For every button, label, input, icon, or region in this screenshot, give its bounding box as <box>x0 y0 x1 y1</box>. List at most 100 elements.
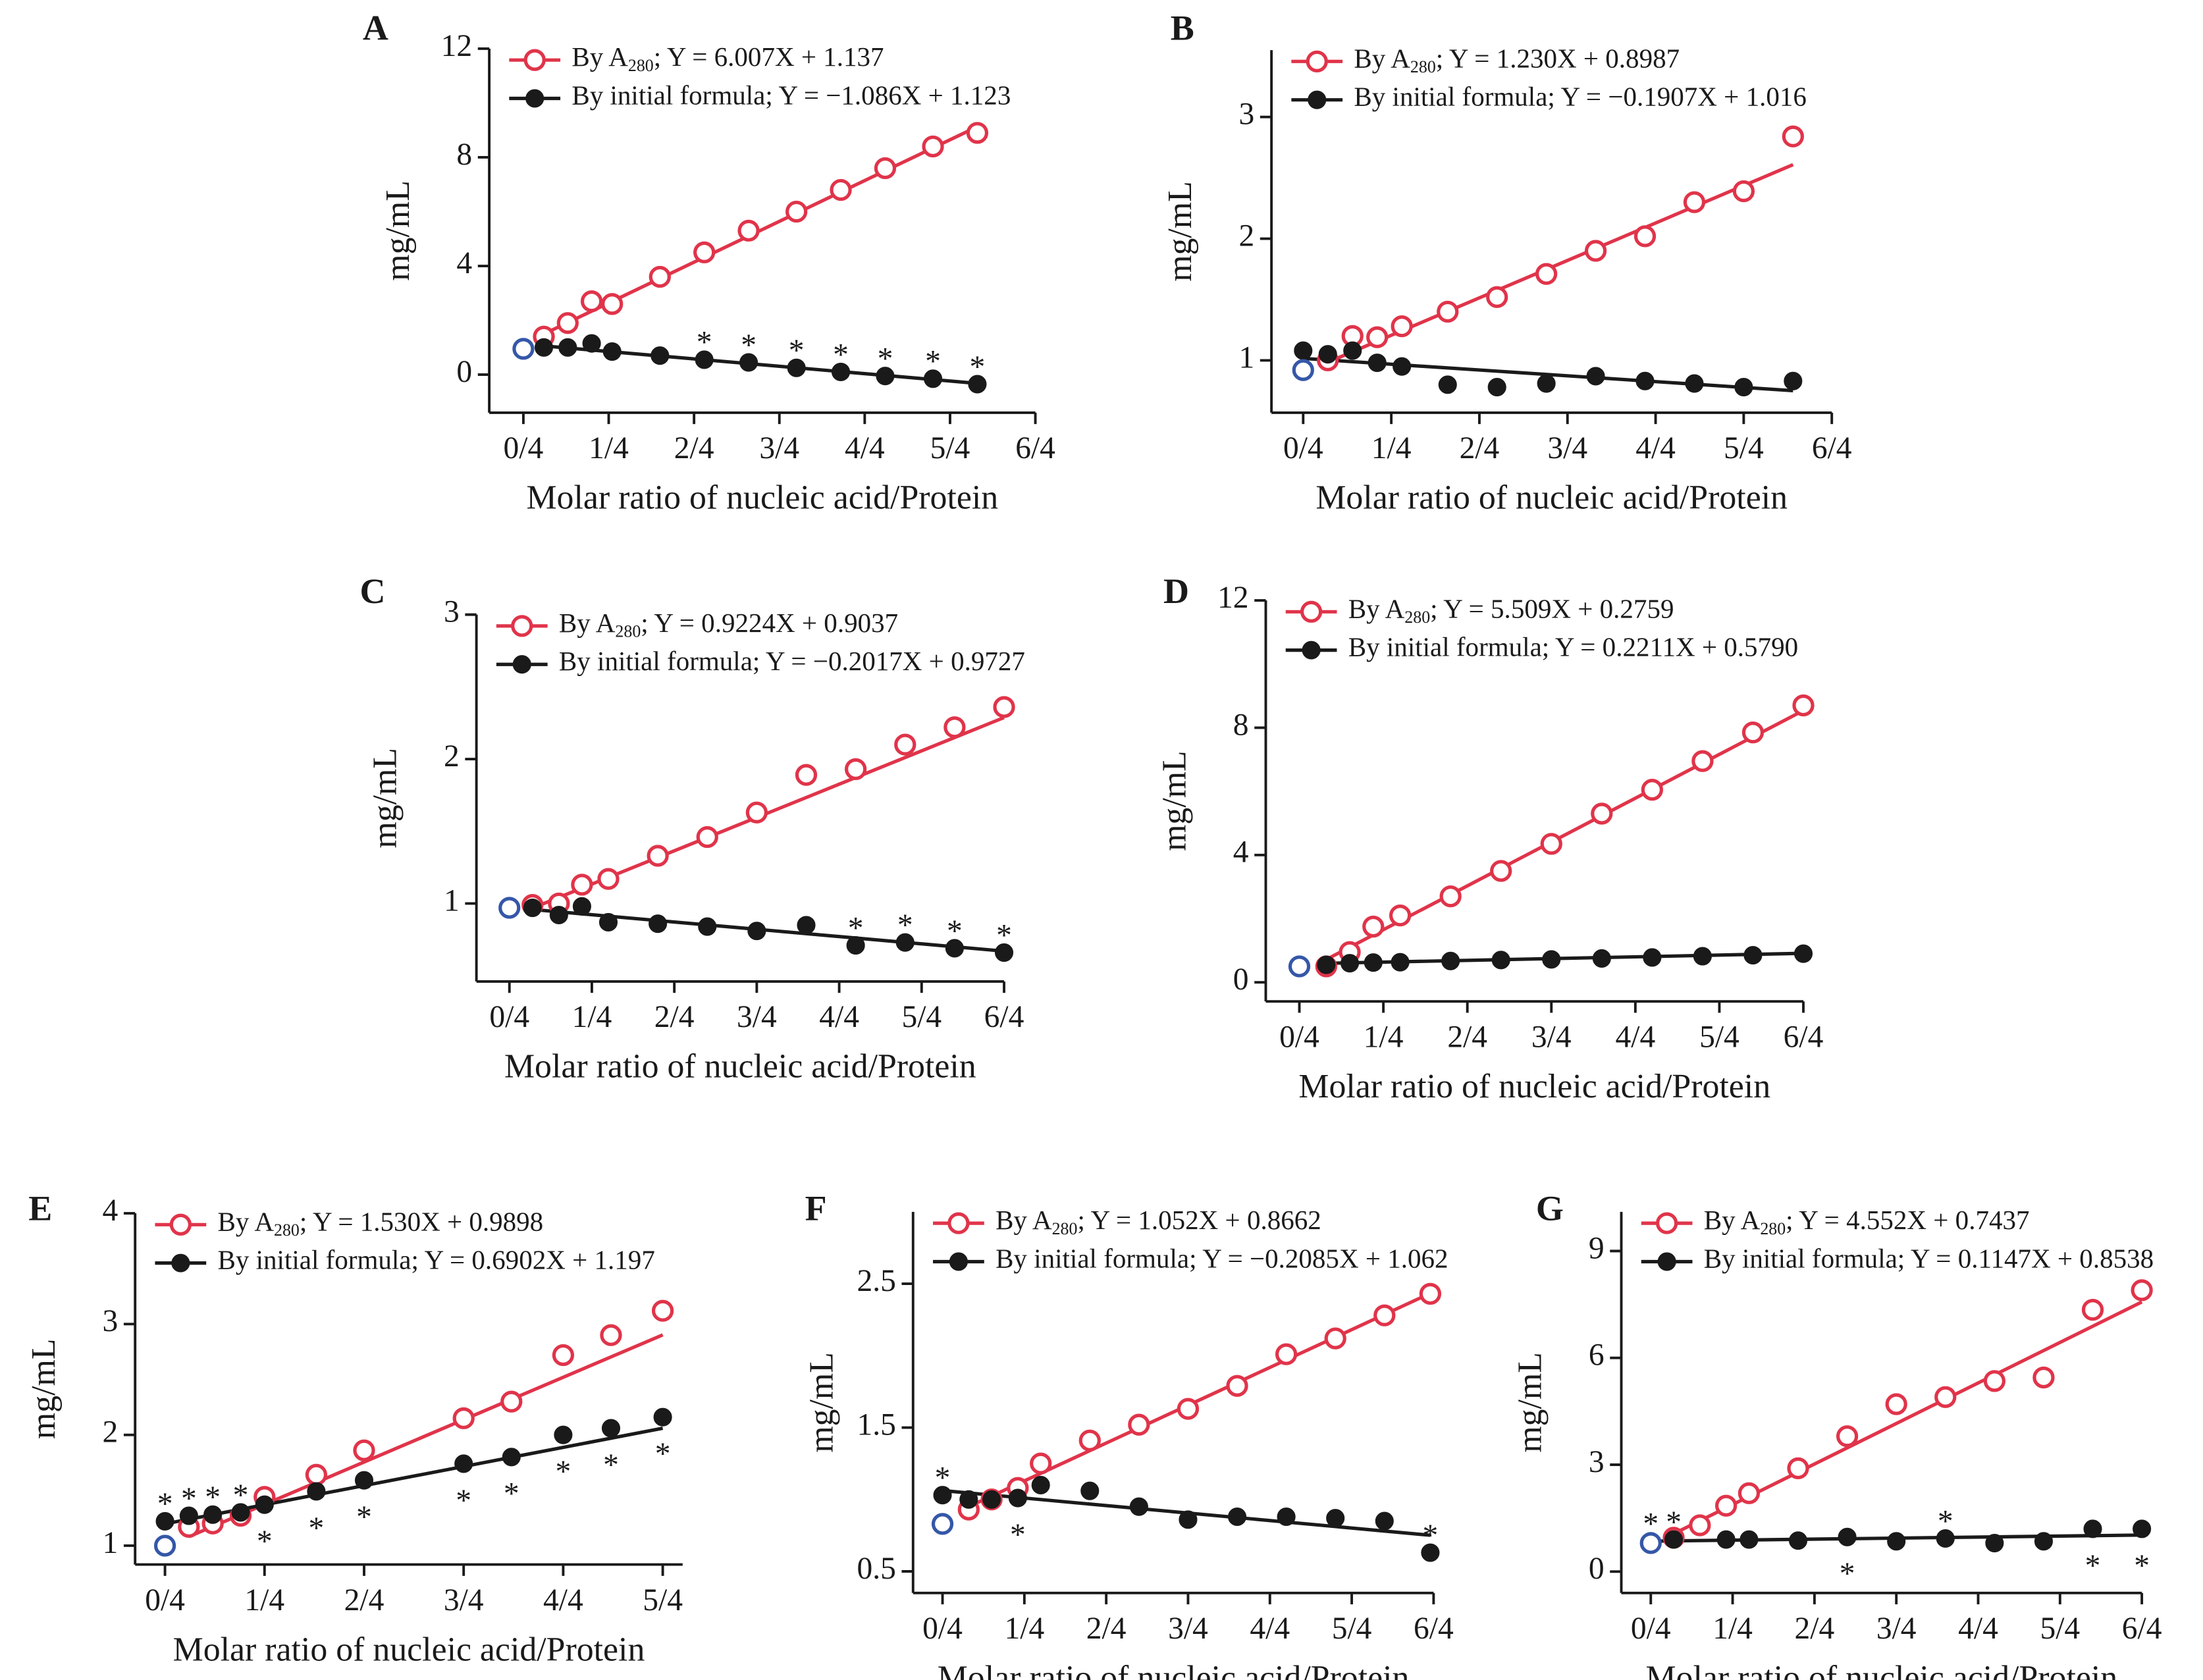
data-point <box>1542 950 1561 969</box>
y-axis-label: mg/mL <box>1511 1352 1549 1453</box>
legend-name: By initial formula; Y = 0.2211X + 0.5790 <box>1348 632 1798 662</box>
x-tick-label: 5/4 <box>930 431 970 465</box>
data-point <box>523 898 542 918</box>
y-tick-label: 2 <box>103 1415 119 1450</box>
data-point <box>572 897 591 916</box>
fit-line <box>968 1292 1431 1508</box>
data-point <box>1741 722 1765 744</box>
x-tick-label: 0/4 <box>504 431 544 465</box>
x-tick-label: 1/4 <box>1004 1612 1044 1646</box>
legend-subscript: 280 <box>615 622 641 641</box>
data-point <box>2083 1519 2102 1538</box>
legend-entry: By A280; Y = 0.9224X + 0.9037 <box>559 608 898 641</box>
data-point <box>1078 1429 1101 1452</box>
data-point <box>1375 1511 1394 1531</box>
y-tick-label: 0 <box>1233 962 1249 997</box>
panel: D 0 4 8 12 0/4 1/4 2/4 3/4 4/4 5/4 6/4 Molar ratio o… <box>1155 571 1823 1105</box>
panel-label: D <box>1163 571 1189 611</box>
significance-star: * <box>996 918 1012 953</box>
x-tick-label: 2/4 <box>1460 431 1500 465</box>
data-point <box>598 912 618 932</box>
x-tick-label: 4/4 <box>1958 1612 1998 1646</box>
x-tick-label: 0/4 <box>922 1612 963 1646</box>
legend-name: By A <box>1348 594 1405 624</box>
data-point <box>1693 947 1712 966</box>
data-point <box>966 122 989 144</box>
data-point <box>747 922 766 941</box>
data-point <box>155 1511 174 1531</box>
panel-label: F <box>805 1188 827 1228</box>
x-axis-label: Molar ratio of nucleic acid/Protein <box>1645 1660 2117 1680</box>
x-tick-label: 3/4 <box>1876 1612 1917 1646</box>
x-tick-label: 4/4 <box>1615 1020 1655 1054</box>
x-tick-label: 3/4 <box>737 1000 777 1034</box>
data-point <box>1008 1488 1027 1508</box>
y-axis-label: mg/mL <box>379 180 417 281</box>
panel: E 1 2 3 4 0/4 1/4 2/4 3/4 4/4 5/4 Molar ratio of nu… <box>25 1188 683 1668</box>
data-point <box>1691 750 1714 772</box>
x-tick-label: 2/4 <box>344 1583 385 1617</box>
legend-marker <box>947 1212 970 1234</box>
data-point <box>1714 1494 1738 1517</box>
significance-star: * <box>897 908 913 943</box>
data-point <box>1343 341 1362 360</box>
data-point <box>1128 1413 1150 1436</box>
y-axis-label: mg/mL <box>803 1352 841 1453</box>
y-tick-label: 2 <box>444 739 460 774</box>
legend-entry: By A280; Y = 1.230X + 0.8987 <box>1354 43 1680 76</box>
panel: A 0 4 8 12 0/4 1/4 2/4 3/4 4/4 5/4 6/4 Molar ratio o… <box>363 8 1055 516</box>
y-tick-label: 4 <box>103 1194 119 1228</box>
data-point <box>354 1471 374 1490</box>
y-tick-label: 3 <box>444 595 460 629</box>
data-point <box>305 1463 328 1486</box>
significance-star: * <box>257 1525 273 1559</box>
data-point <box>649 914 668 933</box>
legend-subscript: 280 <box>1410 57 1436 76</box>
data-point <box>231 1503 250 1522</box>
x-tick-label: 1/4 <box>572 1000 612 1034</box>
y-tick-label: 1.5 <box>857 1407 895 1442</box>
data-point <box>1391 315 1413 338</box>
data-point <box>1324 1327 1346 1350</box>
data-point <box>1792 694 1815 717</box>
y-tick-label: 3 <box>1589 1445 1605 1479</box>
x-tick-label: 3/4 <box>759 431 799 465</box>
data-point <box>1438 375 1457 394</box>
data-point <box>1689 1514 1711 1536</box>
x-tick-label: 2/4 <box>1795 1612 1835 1646</box>
panel-label: E <box>28 1188 52 1228</box>
data-point <box>554 1425 573 1444</box>
data-point <box>1080 1481 1100 1500</box>
data-point <box>1441 951 1460 970</box>
legend-name: By A <box>1354 43 1410 74</box>
legend-entry: By A280; Y = 5.509X + 0.2759 <box>1348 594 1674 627</box>
data-point <box>1326 1509 1345 1528</box>
data-point <box>653 1407 672 1427</box>
x-axis-label: Molar ratio of nucleic acid/Protein <box>1298 1068 1770 1105</box>
x-tick-label: 1/4 <box>244 1583 284 1617</box>
data-point <box>1782 125 1804 147</box>
data-point <box>203 1505 223 1524</box>
data-point <box>1787 1457 1809 1480</box>
origin-point <box>1639 1532 1662 1554</box>
data-point <box>1317 955 1336 974</box>
data-point <box>1340 954 1360 973</box>
data-point <box>1934 1386 1957 1408</box>
x-tick-label: 4/4 <box>543 1583 583 1617</box>
data-point <box>1362 915 1385 938</box>
y-tick-label: 2.5 <box>857 1264 895 1298</box>
x-tick-label: 6/4 <box>2122 1612 2162 1646</box>
data-point <box>1535 263 1558 285</box>
significance-star: * <box>789 334 805 368</box>
origin-point <box>512 338 535 360</box>
data-point <box>502 1448 521 1467</box>
x-axis-label: Molar ratio of nucleic acid/Protein <box>526 479 998 517</box>
data-point <box>830 178 852 201</box>
data-point <box>647 845 669 867</box>
data-point <box>1179 1510 1198 1529</box>
data-point <box>549 905 568 925</box>
legend-marker <box>1306 50 1328 72</box>
y-tick-label: 4 <box>1233 835 1249 870</box>
